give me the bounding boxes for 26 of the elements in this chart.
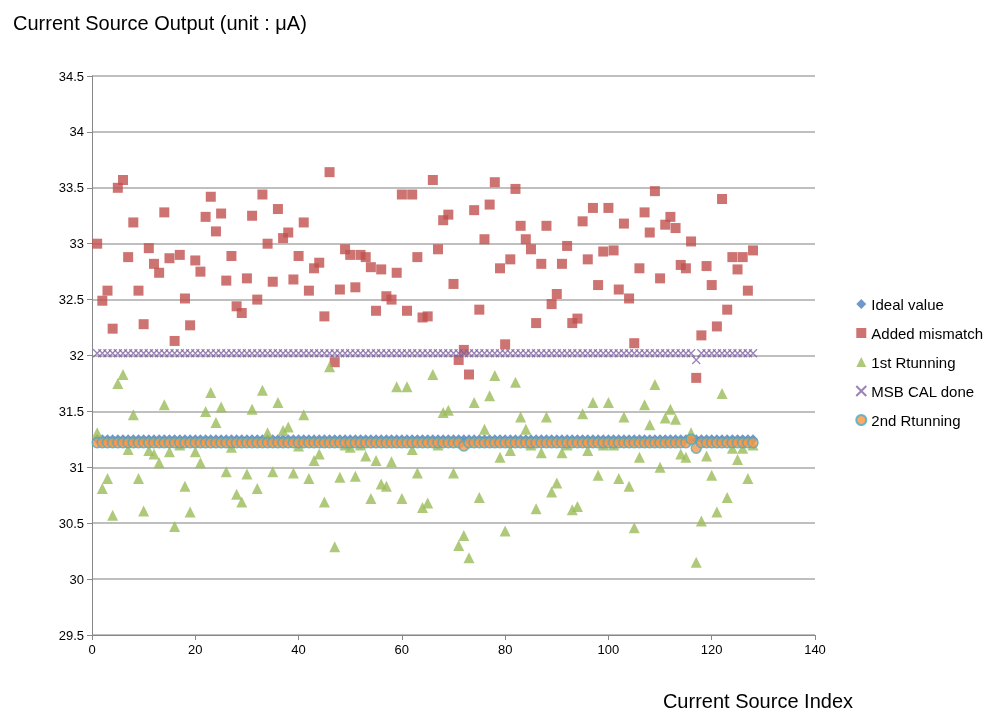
x-tick-label: 80 [497, 642, 513, 657]
x-tick-label: 40 [291, 642, 306, 657]
x-tick-label: 20 [188, 642, 203, 657]
y-tick-label: 34 [69, 124, 84, 140]
y-tick-label: 29.5 [58, 627, 84, 643]
x-tick-label: 120 [700, 642, 723, 657]
y-tick-label: 34.5 [58, 68, 84, 84]
x-axis-title: Current Source Index [662, 690, 854, 712]
y-tick-label: 31 [69, 459, 84, 475]
x-tick-label: 140 [804, 642, 826, 657]
x-tick-label: 60 [394, 642, 410, 657]
y-tick-label: 30.5 [58, 515, 84, 531]
x-tick-label: 100 [597, 642, 620, 657]
y-tick-label: 32 [69, 348, 84, 363]
legend-label: Ideal value [871, 295, 944, 313]
chart-title: Current Source Output (unit : μA) [13, 12, 307, 34]
y-tick-label: 31.5 [58, 403, 84, 419]
legend-label: MSB CAL done [871, 382, 975, 400]
legend-label: Added mismatch [871, 324, 983, 342]
x-tick-label: 0 [88, 642, 96, 657]
legend-label: 1st Rtunning [871, 353, 956, 371]
y-tick-label: 33.5 [58, 180, 84, 196]
y-tick-label: 32.5 [58, 292, 84, 308]
legend-label: 2nd Rtunning [871, 411, 961, 429]
y-tick-label: 33 [69, 236, 84, 252]
y-tick-label: 30 [69, 571, 84, 587]
